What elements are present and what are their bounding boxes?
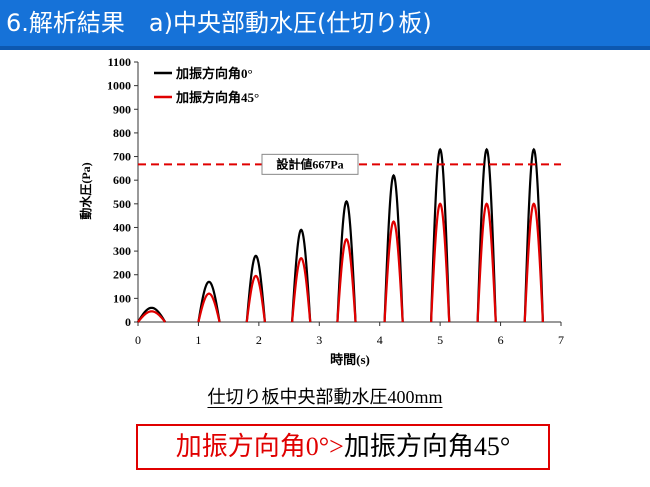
series-0-pulse-3 (290, 228, 312, 323)
design-value-label: 設計値667Pa (276, 156, 343, 171)
reference-line-group: 設計値667Pa (138, 153, 561, 175)
y-tick-label: 100 (113, 291, 131, 305)
x-tick-label: 4 (377, 333, 383, 347)
legend: 加振方向角0° 加振方向角45° (154, 66, 259, 105)
x-tick-label: 1 (195, 333, 201, 347)
series-0-pulse-0 (137, 306, 167, 323)
y-tick-label: 500 (113, 197, 131, 211)
y-tick-label: 200 (113, 268, 131, 282)
series-0-pulse-1 (197, 280, 221, 323)
slide-title: 6.解析結果 a)中央部動水圧(仕切り板) (0, 0, 650, 46)
series-1-pulse-5 (383, 220, 404, 323)
x-tick-label: 3 (316, 333, 322, 347)
series-0-pulse-5 (383, 173, 404, 323)
x-axis-label: 時間(s) (330, 352, 370, 367)
y-tick-label: 1000 (107, 79, 131, 93)
x-tick-label: 6 (498, 333, 504, 347)
design-value-label-box (261, 153, 359, 175)
legend-label-1: 加振方向角45° (175, 90, 259, 105)
y-tick-label: 700 (113, 150, 131, 164)
y-tick-label: 600 (113, 173, 131, 187)
series-1-pulse-3 (290, 256, 312, 323)
series-1-pulse-4 (336, 237, 357, 323)
series-1-pulse-7 (476, 202, 497, 323)
chart-caption: 仕切り板中央部動水圧400mm (207, 387, 443, 407)
series-0-pulse-6 (429, 147, 451, 323)
series-1-pulse-8 (523, 202, 544, 323)
x-axis: 0 1 2 3 4 5 6 7 (135, 321, 564, 347)
y-tick-label: 300 (113, 244, 131, 258)
y-tick-label: 800 (113, 126, 131, 140)
series-1-pulse-2 (245, 274, 266, 323)
y-tick-label: 400 (113, 220, 131, 234)
series-1-pulse-1 (197, 292, 221, 323)
x-tick-label: 2 (256, 333, 262, 347)
y-axis-label: 動水圧(Pa) (78, 162, 93, 219)
series-0-pulse-4 (336, 200, 357, 323)
dynamic-pressure-chart: 0 100 200 300 400 500 600 700 800 900 1000 1100 0 1 2… (78, 55, 564, 367)
series-0-pulse-2 (245, 254, 266, 323)
legend-label-0: 加振方向角0° (175, 66, 253, 81)
series-group (137, 147, 544, 323)
x-tick-label: 5 (437, 333, 443, 347)
y-tick-label: 900 (113, 102, 131, 116)
x-tick-label: 0 (135, 333, 141, 347)
y-axis: 0 100 200 300 400 500 600 700 800 900 1000 1100 (107, 55, 139, 329)
series-1-pulse-6 (429, 202, 451, 323)
series-0-pulse-7 (476, 147, 497, 323)
y-tick-label: 0 (125, 315, 131, 329)
conclusion-right: 加振方向角45° (343, 432, 511, 461)
y-tick-label: 1100 (108, 55, 131, 69)
x-tick-label: 7 (558, 333, 564, 347)
series-1-pulse-0 (137, 310, 167, 323)
series-0-pulse-8 (523, 147, 544, 323)
conclusion-box: 加振方向角0°>加振方向角45° (136, 424, 550, 470)
title-underline (0, 46, 650, 50)
conclusion-left: 加振方向角0°> (175, 432, 344, 461)
